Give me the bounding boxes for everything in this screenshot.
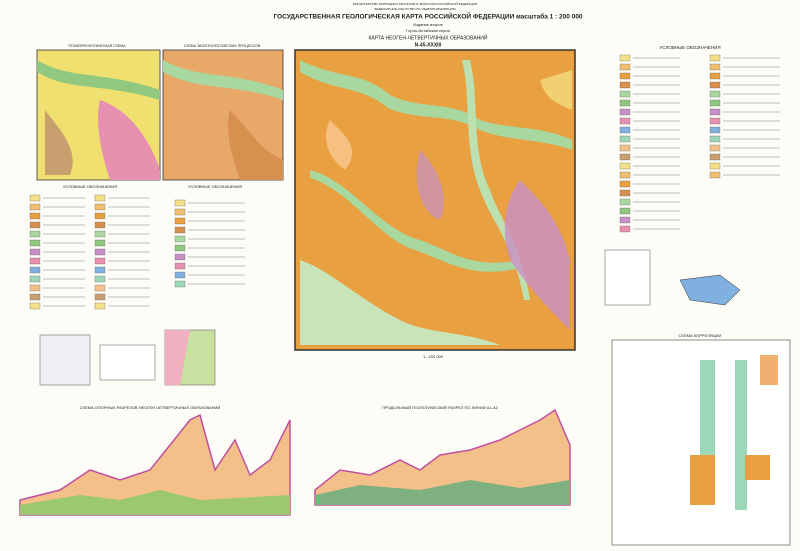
legend-swatch <box>94 221 106 229</box>
legend-swatch <box>619 144 631 152</box>
legend-swatch <box>94 194 106 202</box>
legend-swatch <box>94 230 106 238</box>
legend-swatch <box>709 171 721 179</box>
legend-swatch <box>94 293 106 301</box>
section-title: ПРОДОЛЬНЫЙ ГЕОЛОГИЧЕСКИЙ РАЗРЕЗ ПО ЛИНИИ… <box>382 405 498 410</box>
legend-swatch <box>29 221 41 229</box>
legend-swatch <box>709 99 721 107</box>
legend-swatch <box>619 90 631 98</box>
geomorph-map <box>36 49 161 181</box>
legend-swatch <box>619 216 631 224</box>
legend-swatch <box>94 248 106 256</box>
legend-swatch <box>29 194 41 202</box>
legend-swatch <box>619 63 631 71</box>
legend-swatch <box>29 293 41 301</box>
legend-swatch <box>174 280 186 288</box>
legend-swatch <box>709 126 721 134</box>
edition: Издание второе <box>413 22 443 27</box>
exogeo-map <box>162 49 284 181</box>
legend-swatch <box>709 144 721 152</box>
legend-swatch <box>619 126 631 134</box>
legend-swatch <box>174 226 186 234</box>
correlation-table <box>611 339 791 546</box>
legend-swatch <box>94 212 106 220</box>
legend-swatch <box>709 135 721 143</box>
section-left <box>19 413 291 516</box>
inset-map <box>39 334 91 386</box>
legend-swatch <box>174 199 186 207</box>
sheet: N-45-XXXIII <box>415 42 442 48</box>
legend-swatch <box>709 108 721 116</box>
series: Горно-Алтайская серия <box>406 28 450 33</box>
legend-swatch <box>619 180 631 188</box>
legend-swatch <box>94 203 106 211</box>
ministry: МИНИСТЕРСТВО ПРИРОДНЫХ РЕСУРСОВ И ЭКОЛОГ… <box>353 2 477 6</box>
legend-swatch <box>619 189 631 197</box>
scheme-title: СХЕМА ЭКЗОГЕОЛОГИЧЕСКИХ ПРОЦЕССОВ <box>184 44 261 48</box>
legend-swatch <box>709 81 721 89</box>
legend-swatch <box>709 162 721 170</box>
section-title: СХЕМА ОПОРНЫХ РАЗРЕЗОВ НЕОГЕН-ЧЕТВЕРТИЧН… <box>80 405 221 410</box>
legend-swatch <box>174 208 186 216</box>
main-map <box>294 49 576 351</box>
legend-swatch <box>29 302 41 310</box>
title: ГОСУДАРСТВЕННАЯ ГЕОЛОГИЧЕСКАЯ КАРТА РОСС… <box>273 12 582 21</box>
legend-swatch <box>29 284 41 292</box>
legend-swatch <box>174 244 186 252</box>
legend-swatch <box>29 239 41 247</box>
legend-swatch <box>619 162 631 170</box>
legend-swatch <box>94 257 106 265</box>
legend-swatch <box>29 203 41 211</box>
legend-swatch <box>174 271 186 279</box>
legend-swatch <box>619 81 631 89</box>
legend-swatch <box>94 239 106 247</box>
scale: 1 : 200 000 <box>423 354 444 359</box>
legend-swatch <box>94 284 106 292</box>
legend-swatch <box>94 266 106 274</box>
legend-swatch <box>174 217 186 225</box>
inset-region <box>165 330 190 385</box>
legend-swatch <box>29 266 41 274</box>
legend-swatch <box>174 235 186 243</box>
legend-swatch <box>174 262 186 270</box>
legend-title: УСЛОВНЫЕ ОБОЗНАЧЕНИЯ <box>188 184 242 189</box>
legend-swatch <box>619 108 631 116</box>
legend-swatch <box>619 117 631 125</box>
legend-swatch <box>619 72 631 80</box>
legend-swatch <box>619 198 631 206</box>
legend-title: УСЛОВНЫЕ ОБОЗНАЧЕНИЯ <box>659 45 720 50</box>
legend-swatch <box>619 207 631 215</box>
correlation-title: СХЕМА КОРРЕЛЯЦИИ <box>679 333 722 338</box>
inset-table <box>99 344 156 381</box>
agency: ФЕДЕРАЛЬНОЕ АГЕНТСТВО ПО НЕДРОПОЛЬЗОВАНИ… <box>374 7 456 11</box>
legend-swatch <box>709 90 721 98</box>
legend-title: УСЛОВНЫЕ ОБОЗНАЧЕНИЯ <box>63 184 117 189</box>
legend-swatch <box>29 248 41 256</box>
legend-swatch <box>174 253 186 261</box>
legend-swatch <box>94 302 106 310</box>
legend-swatch <box>709 72 721 80</box>
legend-swatch <box>709 117 721 125</box>
legend-swatch <box>94 275 106 283</box>
legend-swatch <box>29 230 41 238</box>
legend-swatch <box>709 63 721 71</box>
legend-swatches <box>29 54 780 310</box>
legend-swatch <box>29 212 41 220</box>
map-title: КАРТА НЕОГЕН-ЧЕТВЕРТИЧНЫХ ОБРАЗОВАНИЙ <box>369 33 488 41</box>
legend-swatch <box>619 171 631 179</box>
legend-swatch <box>619 99 631 107</box>
scheme-title: ГЕОМОРФОЛОГИЧЕСКАЯ СХЕМА <box>69 44 127 48</box>
inset-scheme <box>604 249 651 306</box>
legend-swatch <box>709 54 721 62</box>
section-right <box>314 408 571 506</box>
legend-swatch <box>619 54 631 62</box>
legend-swatch <box>709 153 721 161</box>
legend-swatch <box>29 275 41 283</box>
inset-region <box>679 274 741 306</box>
legend-swatch <box>29 257 41 265</box>
legend-swatch <box>619 225 631 233</box>
legend-swatch <box>619 135 631 143</box>
legend-swatch <box>619 153 631 161</box>
